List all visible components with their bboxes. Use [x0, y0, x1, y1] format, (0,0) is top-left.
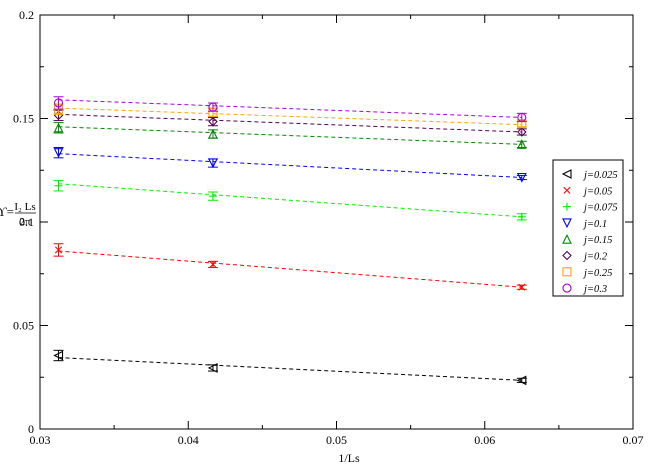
y-tick-label: 0	[28, 422, 34, 436]
legend-marker	[563, 186, 571, 194]
x-tick-label: 0.03	[30, 433, 51, 447]
legend-label: j=0.1	[582, 219, 607, 230]
legend-label: j=0.05	[582, 186, 612, 197]
fit-line	[58, 153, 522, 178]
data-point	[517, 212, 526, 221]
data-point	[207, 363, 218, 373]
y-tick-label: 0.1	[19, 215, 34, 229]
fit-line	[58, 107, 522, 126]
fit-line	[58, 183, 522, 218]
data-point	[208, 116, 218, 127]
fit-line	[58, 250, 522, 288]
legend-marker	[562, 250, 572, 261]
data-point	[517, 112, 527, 123]
data-point	[208, 128, 218, 139]
y-tick-label: 0.15	[13, 112, 34, 126]
data-point	[53, 98, 64, 108]
data-points	[53, 96, 527, 386]
legend-label: j=0.075	[582, 203, 618, 214]
plot-frame	[39, 14, 634, 430]
x-tick-label: 0.04	[178, 433, 199, 447]
legend-label: j=0.2	[582, 252, 608, 263]
fit-line	[58, 126, 522, 145]
legend-marker	[562, 233, 572, 244]
data-point	[209, 260, 217, 269]
data-point	[208, 158, 218, 169]
legend-box	[552, 159, 624, 297]
data-point	[208, 102, 218, 112]
fit-line	[58, 357, 522, 381]
fit-lines	[58, 99, 522, 381]
error-bar	[53, 349, 64, 362]
data-point	[53, 148, 64, 158]
y-axis-title-prefix: ϒ=	[0, 204, 14, 219]
data-point	[54, 181, 63, 190]
data-point	[53, 350, 64, 361]
legend-label: j=0.25	[582, 268, 612, 279]
legend-marker	[562, 218, 572, 229]
fit-line	[58, 99, 522, 118]
fit-line	[58, 113, 522, 133]
data-point	[517, 127, 527, 137]
error-bar	[516, 128, 527, 136]
data-point	[516, 172, 527, 183]
x-axis-title: 1/Ls	[338, 451, 360, 465]
error-bar	[516, 174, 527, 181]
data-point	[53, 122, 64, 133]
data-point	[518, 283, 526, 291]
y-axis-title-numerator: I₂ Ls	[14, 201, 35, 213]
x-tick-label: 0.05	[326, 433, 347, 447]
y-tick-label: 0.05	[13, 319, 34, 333]
legend-marker	[562, 267, 572, 277]
data-point	[54, 246, 63, 254]
y-axis-title-denominator: 2π	[19, 216, 31, 228]
legend: j=0.025 j=0.05 j=0.075 j=0.1 j=0.15 j=0.2 j=0.…	[552, 159, 624, 297]
legend-marker	[561, 169, 572, 179]
axis-ticks: 0.03 0.04 0.05 0.06 0.07 0 0.05 0.1 0.15 0.2	[13, 8, 644, 447]
legend-marker	[563, 202, 571, 211]
data-point	[516, 375, 527, 386]
x-tick-label: 0.06	[474, 433, 495, 447]
legend-label: j=0.025	[582, 170, 618, 181]
y-axis-title: ϒ= I₂ Ls 2π	[0, 201, 36, 228]
legend-marker	[562, 283, 572, 293]
x-tick-label: 0.07	[623, 433, 644, 447]
y-tick-label: 0.2	[19, 8, 34, 22]
legend-label: j=0.3	[582, 284, 607, 295]
legend-label: j=0.15	[582, 235, 612, 246]
data-point	[208, 192, 217, 201]
data-point	[516, 139, 527, 149]
